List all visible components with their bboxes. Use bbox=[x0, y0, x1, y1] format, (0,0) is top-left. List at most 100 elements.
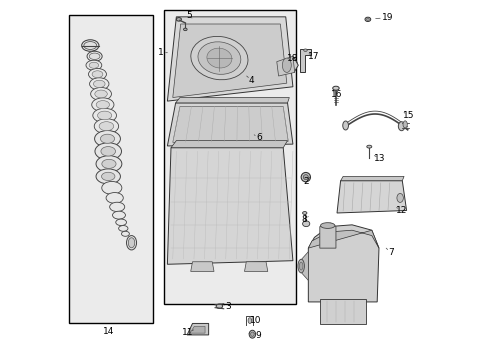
Ellipse shape bbox=[90, 87, 111, 100]
Text: 6: 6 bbox=[255, 133, 261, 142]
Ellipse shape bbox=[88, 68, 106, 80]
Ellipse shape bbox=[92, 98, 114, 112]
Ellipse shape bbox=[87, 51, 102, 61]
Ellipse shape bbox=[301, 172, 310, 182]
Ellipse shape bbox=[116, 219, 126, 226]
Ellipse shape bbox=[89, 62, 99, 68]
Ellipse shape bbox=[198, 42, 240, 74]
Ellipse shape bbox=[128, 238, 135, 248]
Polygon shape bbox=[167, 103, 292, 146]
Ellipse shape bbox=[92, 71, 102, 78]
Polygon shape bbox=[167, 17, 292, 101]
Text: 18: 18 bbox=[286, 54, 298, 63]
Ellipse shape bbox=[86, 60, 102, 70]
Ellipse shape bbox=[303, 175, 308, 180]
Text: 19: 19 bbox=[381, 13, 392, 22]
Polygon shape bbox=[172, 24, 286, 98]
Text: 8: 8 bbox=[301, 215, 306, 224]
Text: 4: 4 bbox=[248, 76, 254, 85]
Ellipse shape bbox=[94, 119, 119, 134]
Ellipse shape bbox=[83, 41, 97, 49]
Text: 17: 17 bbox=[307, 52, 319, 61]
Polygon shape bbox=[167, 148, 292, 264]
Text: 5: 5 bbox=[185, 10, 191, 19]
Polygon shape bbox=[276, 56, 294, 76]
Ellipse shape bbox=[247, 318, 251, 323]
Ellipse shape bbox=[89, 53, 100, 59]
Ellipse shape bbox=[89, 78, 109, 90]
Polygon shape bbox=[175, 98, 289, 103]
Text: 13: 13 bbox=[373, 154, 385, 163]
Ellipse shape bbox=[302, 221, 309, 226]
Ellipse shape bbox=[320, 223, 334, 228]
Ellipse shape bbox=[297, 259, 304, 273]
Ellipse shape bbox=[93, 80, 105, 87]
Ellipse shape bbox=[97, 111, 112, 120]
Polygon shape bbox=[190, 326, 204, 333]
Ellipse shape bbox=[402, 121, 407, 128]
Polygon shape bbox=[187, 323, 208, 335]
Ellipse shape bbox=[96, 100, 109, 109]
Text: 7: 7 bbox=[387, 248, 393, 257]
Text: 1: 1 bbox=[158, 48, 164, 57]
Ellipse shape bbox=[282, 58, 291, 72]
Polygon shape bbox=[319, 223, 335, 248]
Ellipse shape bbox=[176, 18, 181, 21]
Polygon shape bbox=[290, 57, 298, 72]
Ellipse shape bbox=[109, 202, 124, 212]
Ellipse shape bbox=[302, 212, 306, 215]
Bar bbox=[163, 10, 296, 304]
Text: 2: 2 bbox=[303, 177, 309, 186]
Polygon shape bbox=[308, 225, 378, 302]
Ellipse shape bbox=[299, 262, 303, 270]
Ellipse shape bbox=[102, 181, 122, 194]
Ellipse shape bbox=[102, 159, 116, 168]
Polygon shape bbox=[190, 262, 214, 271]
Polygon shape bbox=[301, 252, 308, 280]
Text: 16: 16 bbox=[330, 90, 342, 99]
Ellipse shape bbox=[396, 193, 403, 202]
Ellipse shape bbox=[216, 304, 222, 309]
Ellipse shape bbox=[93, 108, 116, 123]
Ellipse shape bbox=[96, 169, 120, 184]
Ellipse shape bbox=[190, 36, 247, 80]
Ellipse shape bbox=[249, 330, 255, 338]
Bar bbox=[69, 15, 153, 323]
Ellipse shape bbox=[250, 332, 254, 336]
Text: 12: 12 bbox=[395, 206, 406, 215]
Text: 10: 10 bbox=[249, 316, 261, 325]
Ellipse shape bbox=[126, 235, 136, 250]
Polygon shape bbox=[171, 140, 287, 148]
Polygon shape bbox=[340, 176, 403, 181]
Ellipse shape bbox=[183, 28, 187, 31]
Polygon shape bbox=[300, 49, 310, 72]
Polygon shape bbox=[308, 230, 378, 248]
Ellipse shape bbox=[398, 122, 404, 131]
Ellipse shape bbox=[102, 172, 115, 181]
Ellipse shape bbox=[99, 122, 114, 131]
Polygon shape bbox=[319, 299, 366, 324]
Ellipse shape bbox=[119, 226, 128, 231]
Text: 11: 11 bbox=[182, 328, 194, 337]
Ellipse shape bbox=[100, 134, 114, 143]
Text: 3: 3 bbox=[225, 302, 231, 311]
Ellipse shape bbox=[121, 231, 129, 236]
Ellipse shape bbox=[112, 211, 125, 219]
Ellipse shape bbox=[95, 90, 107, 98]
Ellipse shape bbox=[342, 121, 348, 130]
Ellipse shape bbox=[303, 49, 306, 51]
Ellipse shape bbox=[364, 17, 370, 22]
Ellipse shape bbox=[332, 86, 339, 90]
Polygon shape bbox=[244, 262, 267, 271]
Ellipse shape bbox=[366, 18, 368, 21]
Ellipse shape bbox=[96, 156, 122, 172]
Ellipse shape bbox=[106, 193, 123, 203]
Polygon shape bbox=[172, 107, 287, 142]
Ellipse shape bbox=[94, 131, 120, 147]
Text: 9: 9 bbox=[255, 332, 261, 341]
Ellipse shape bbox=[101, 147, 115, 156]
Ellipse shape bbox=[206, 48, 231, 68]
Polygon shape bbox=[336, 181, 406, 213]
Text: 14: 14 bbox=[103, 327, 114, 336]
Ellipse shape bbox=[366, 145, 371, 148]
